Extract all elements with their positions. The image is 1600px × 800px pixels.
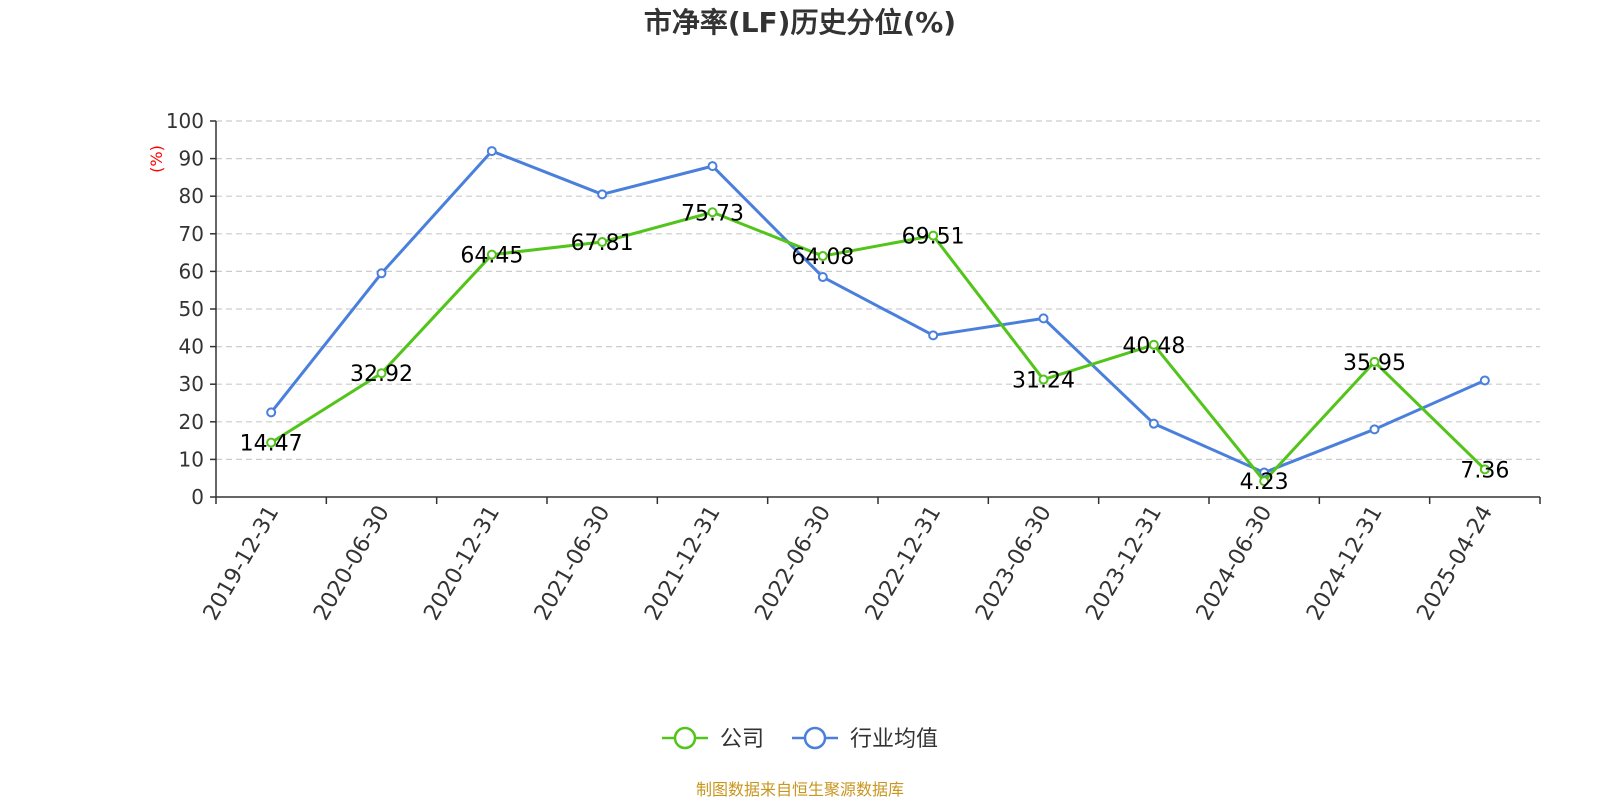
data-label: 69.51 (902, 225, 965, 250)
y-tick-label: 20 (179, 410, 204, 434)
chart-title: 市净率(LF)历史分位(%) (644, 6, 956, 39)
data-label: 64.45 (460, 244, 523, 269)
data-point (707, 161, 718, 172)
y-tick-label: 50 (179, 297, 204, 321)
x-tick-label: 2023-12-31 (1081, 502, 1167, 625)
data-label: 32.92 (350, 362, 413, 387)
data-label: 64.08 (791, 245, 854, 270)
data-point (1259, 476, 1270, 487)
legend-label: 行业均值 (850, 727, 938, 752)
x-tick-label: 2024-12-31 (1302, 502, 1388, 625)
x-tick-label: 2022-12-31 (861, 502, 947, 625)
series-line (270, 210, 1486, 483)
series-line (269, 149, 1486, 475)
y-tick-label: 60 (179, 259, 204, 283)
data-point (1369, 424, 1380, 435)
legend: 公司 行业均值 (662, 726, 938, 752)
y-tick-label: 30 (179, 372, 204, 396)
data-point (1148, 418, 1159, 429)
x-tick-label: 2019-12-31 (199, 502, 285, 625)
source-note: 制图数据来自恒生聚源数据库 (696, 780, 904, 799)
x-tick-label: 2021-06-30 (530, 502, 616, 625)
data-point (928, 330, 939, 341)
data-label: 75.73 (681, 201, 744, 226)
data-point (817, 251, 828, 262)
data-point (1479, 375, 1490, 386)
data-point (817, 272, 828, 283)
data-point (1038, 313, 1049, 324)
x-tick-label: 2025-04-24 (1412, 502, 1498, 625)
data-label: 31.24 (1012, 369, 1075, 394)
y-tick-label: 90 (179, 147, 204, 171)
y-tick-label: 80 (179, 184, 204, 208)
data-labels: 14.47 32.92 64.45 67.81 75.73 64.08 69.51 31.24… (240, 201, 1510, 495)
x-tick-label: 2021-12-31 (640, 502, 726, 625)
x-tick-label: 2020-12-31 (419, 502, 505, 625)
data-point (597, 189, 608, 200)
data-label: 14.47 (240, 432, 303, 457)
grid-lines (216, 120, 1540, 460)
data-label: 4.23 (1240, 470, 1289, 495)
y-tick-label: 0 (191, 485, 204, 509)
data-point (707, 207, 718, 218)
data-label: 7.36 (1460, 458, 1509, 483)
legend-marker (673, 726, 697, 750)
data-point (928, 230, 939, 241)
data-point (376, 368, 387, 379)
legend-marker (803, 726, 827, 750)
y-tick-label: 10 (179, 447, 204, 471)
data-label: 40.48 (1122, 334, 1185, 359)
data-point (376, 268, 387, 279)
data-point (1479, 464, 1490, 475)
x-tick-label: 2024-06-30 (1192, 502, 1278, 625)
y-tick-label: 100 (166, 109, 204, 133)
data-point (266, 437, 277, 448)
x-tick-label: 2023-06-30 (971, 502, 1057, 625)
y-tick-label: 40 (179, 335, 204, 359)
series-layer (266, 146, 1490, 487)
data-point (486, 146, 497, 157)
y-axis-label: (%) (147, 145, 166, 173)
data-point (597, 237, 608, 248)
data-point (266, 407, 277, 418)
y-tick-label: 70 (179, 222, 204, 246)
x-tick-label: 2020-06-30 (309, 502, 395, 625)
data-point (486, 249, 497, 260)
data-point (1369, 356, 1380, 367)
x-tick-label: 2022-06-30 (750, 502, 836, 625)
legend-label: 公司 (720, 727, 764, 752)
data-label: 67.81 (571, 231, 634, 256)
data-label: 35.95 (1343, 351, 1406, 376)
data-point (1038, 374, 1049, 385)
data-point (1148, 339, 1159, 350)
